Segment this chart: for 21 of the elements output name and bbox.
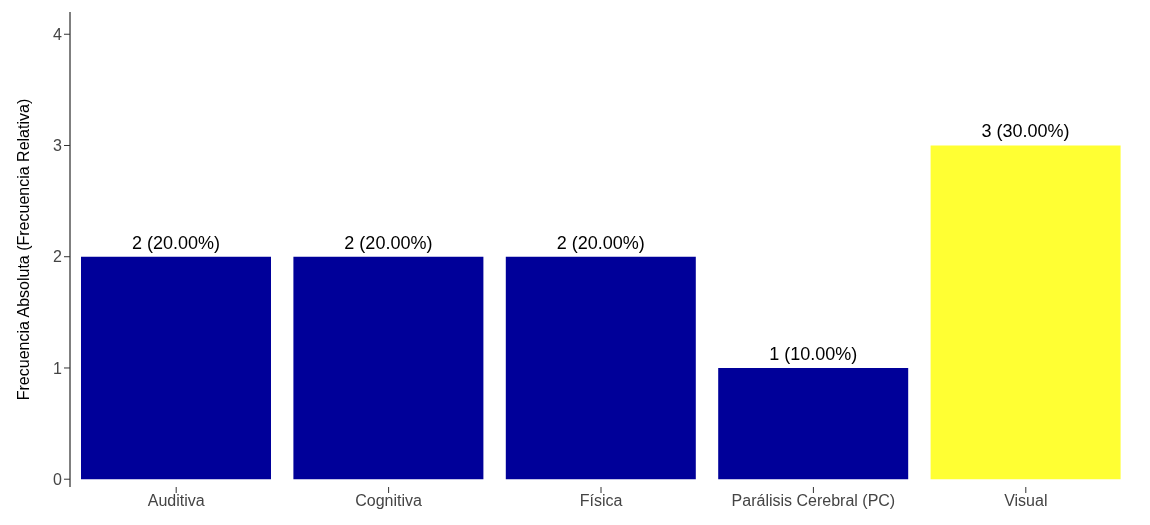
y-tick-label: 1 <box>53 359 63 377</box>
x-tick-label: Cognitiva <box>355 492 423 510</box>
y-tick-label: 2 <box>53 248 63 266</box>
x-tick-label: Parálisis Cerebral (PC) <box>731 492 896 510</box>
bar <box>293 256 484 480</box>
y-tick-label: 0 <box>53 470 63 488</box>
data-label: 2 (20.00%) <box>556 232 645 253</box>
bar <box>930 145 1121 480</box>
x-tick-label: Auditiva <box>147 492 205 510</box>
x-tick-label: Visual <box>1004 492 1048 510</box>
data-label: 2 (20.00%) <box>344 232 433 253</box>
bar <box>718 367 909 480</box>
y-tick-label: 4 <box>53 25 63 43</box>
bar <box>505 256 696 480</box>
data-label: 3 (30.00%) <box>981 121 1070 142</box>
data-label: 1 (10.00%) <box>769 343 858 364</box>
data-label: 2 (20.00%) <box>131 232 221 253</box>
y-tick-label: 3 <box>53 137 63 155</box>
bar <box>81 256 271 480</box>
x-tick-label: Física <box>579 492 623 510</box>
y-axis-title: Frecuencia Absoluta (Frecuencia Relativa) <box>14 98 32 401</box>
